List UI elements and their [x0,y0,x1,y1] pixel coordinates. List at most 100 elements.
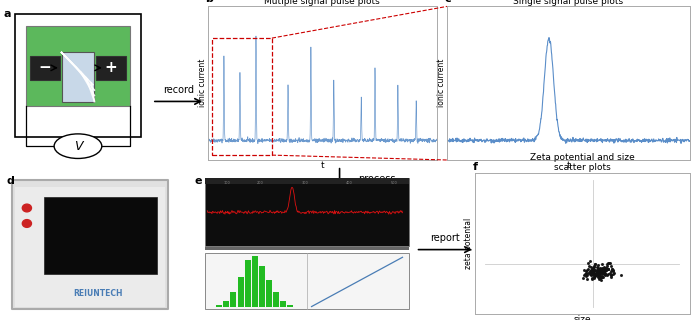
Point [608,270,619,276]
Point [596,270,607,276]
Ellipse shape [54,134,102,158]
Point [595,265,606,270]
Point [593,274,604,279]
Point [597,273,608,278]
Bar [62,52,94,102]
Point [590,272,601,277]
Point [593,271,604,276]
Point [590,272,601,277]
Point [595,268,606,273]
Point [606,264,617,269]
Bar [15,14,141,137]
Point [586,271,597,276]
Bar [230,292,236,307]
Point [603,266,614,271]
Point [589,271,600,276]
Point [593,274,604,279]
Point [590,268,602,274]
Text: V: V [73,140,82,153]
Point [599,266,610,271]
Bar [44,197,157,274]
Point [601,272,612,277]
Point [596,268,607,274]
X-axis label: t: t [566,161,570,170]
Point [585,271,596,276]
Bar [96,56,125,80]
Point [588,276,599,281]
Text: −: − [39,60,51,75]
Text: c: c [445,0,451,4]
Point [593,267,604,272]
Point [606,266,617,271]
Point [587,269,598,274]
Point [580,273,591,278]
Point [588,270,599,275]
Point [602,266,613,271]
Point [593,266,604,271]
Point [590,261,601,266]
Bar [238,277,243,307]
Point [578,275,589,280]
Text: 100: 100 [224,181,231,185]
Point [587,267,598,272]
Point [595,275,606,280]
Bar [273,292,279,307]
Point [591,270,602,276]
Point [602,263,613,268]
Bar [287,305,293,307]
Point [590,268,601,273]
Ellipse shape [22,220,31,227]
Point [595,277,606,282]
Point [594,271,605,276]
Point [590,272,602,277]
Point [598,270,609,276]
Point [605,271,616,276]
Point [597,261,608,267]
Point [593,267,604,272]
Point [595,274,606,279]
Point [593,271,604,276]
Point [605,261,616,266]
Point [585,268,596,274]
Point [593,267,604,272]
Point [592,270,603,276]
Point [608,271,619,276]
Point [595,266,606,271]
Point [588,268,599,274]
Point [589,274,600,279]
Point [586,276,597,281]
Point [586,266,597,271]
Y-axis label: ionic current: ionic current [198,59,207,108]
Point [600,266,611,271]
Y-axis label: zeta potental: zeta potental [464,218,473,269]
Point [588,268,599,273]
Point [587,268,598,274]
X-axis label: t: t [320,161,324,170]
Point [601,266,612,271]
Point [615,273,626,278]
Bar [213,38,272,155]
Point [586,270,597,275]
Text: a: a [3,10,11,20]
X-axis label: size: size [573,315,591,320]
Point [582,273,593,278]
Point [588,268,599,273]
Point [587,276,598,282]
Point [590,273,601,278]
Point [590,261,601,267]
Text: REIUNTECH: REIUNTECH [73,289,123,298]
Point [587,265,598,270]
Point [602,260,613,266]
Point [605,272,616,277]
Title: Single signal pulse plots: Single signal pulse plots [514,0,623,6]
Bar [280,301,286,307]
Point [599,270,611,275]
Point [592,268,603,273]
Point [602,272,613,277]
Point [596,268,607,274]
Bar [252,256,258,307]
Point [597,266,608,271]
Point [582,260,593,266]
Bar [26,26,130,106]
Point [581,270,592,276]
